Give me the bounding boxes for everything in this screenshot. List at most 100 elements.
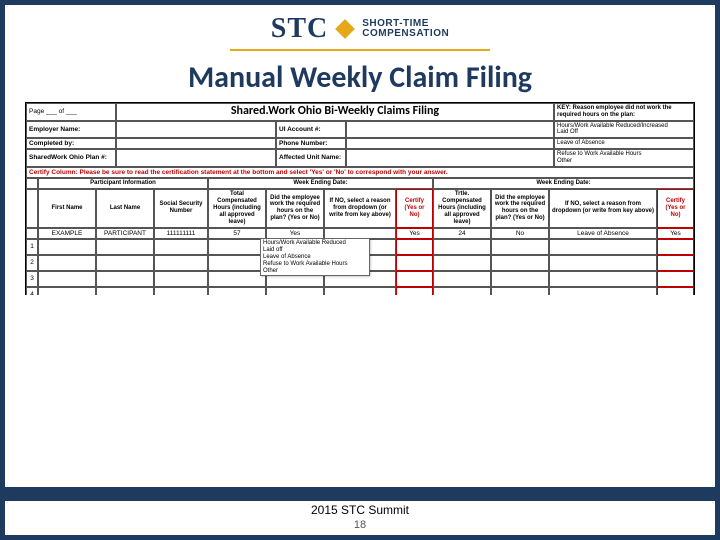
cell-ssn[interactable] [154,239,208,255]
value-employer [116,121,276,138]
numcol-blank [26,178,38,189]
col-lastname: Last Name [96,189,154,227]
cell-h1[interactable] [208,271,266,287]
col-certify1: Certify (Yes or No) [396,189,433,227]
cell-r2[interactable] [549,287,657,294]
cell-r2[interactable] [549,255,657,271]
row-num: 1 [26,239,38,255]
col-certify2: Certify (Yes or No) [657,189,694,227]
row-num: 4 [26,287,38,294]
reason-dropdown[interactable]: Hours/Work Available Reduced Laid off Le… [260,238,370,276]
cell-ssn[interactable] [154,255,208,271]
cell-h2[interactable] [433,239,491,255]
ex-h2: 24 [433,228,491,239]
numcol-head [26,189,38,227]
cell-last[interactable] [96,255,154,271]
dd-opt-1[interactable]: Laid off [263,247,367,254]
cell-c2[interactable] [657,239,694,255]
slide-title: Manual Weekly Claim Filing [5,51,715,102]
logo-subtitle: SHORT-TIME COMPENSATION [362,19,449,39]
cell-h2[interactable] [433,255,491,271]
cell-ssn[interactable] [154,287,208,294]
col-didwork1: Did the employee work the required hours… [266,189,324,227]
row-num: 2 [26,255,38,271]
cell-c2[interactable] [657,271,694,287]
cell-last[interactable] [96,287,154,294]
diamond-icon [335,19,355,39]
slide: STC SHORT-TIME COMPENSATION Manual Weekl… [0,0,720,540]
key-line-34: Refuse to Work Available Hours Other [554,149,694,166]
ex-last: PARTICIPANT [96,228,154,239]
cell-h2[interactable] [433,271,491,287]
cell-w2[interactable] [491,239,549,255]
cell-r1[interactable] [324,287,396,294]
col-hours1: Total Compensated Hours (including all a… [208,189,266,227]
footer-text: 2015 STC Summit [5,501,715,519]
key-heading: KEY: Reason employee did not work the re… [554,103,694,121]
dd-opt-2[interactable]: Leave of Absence [263,254,367,261]
logo: STC SHORT-TIME COMPENSATION [5,5,715,47]
grp-week1: Week Ending Date: [208,178,433,189]
cell-w2[interactable] [491,255,549,271]
row-num: 3 [26,271,38,287]
label-unitname: Affected Unit Name: [276,149,346,166]
cell-r2[interactable] [549,271,657,287]
dd-opt-3[interactable]: Refuse to Work Available Hours [263,261,367,268]
dd-opt-0[interactable]: Hours/Work Available Reduced [263,240,367,247]
key-line-3: Refuse to Work Available Hours [557,151,642,158]
cell-first[interactable] [38,239,96,255]
col-ifno2: If NO, select a reason from dropdown (or… [549,189,657,227]
key-line-1: Laid Off [557,129,578,136]
logo-abbrev: STC [271,13,328,45]
table-row: 4 [26,287,694,294]
col-ssn: Social Security Number [154,189,208,227]
cell-h2[interactable] [433,287,491,294]
label-uiaccount: UI Account #: [276,121,346,138]
cell-last[interactable] [96,239,154,255]
cell-c1[interactable] [396,255,433,271]
form-screenshot: Page ___ of ___ Shared.Work Ohio Bi-Week… [5,102,715,295]
dd-opt-4[interactable]: Other [263,268,367,275]
cell-last[interactable] [96,271,154,287]
label-employer: Employer Name: [26,121,116,138]
col-ifno1: If NO, select a reason from dropdown (or… [324,189,396,227]
cell-first[interactable] [38,287,96,294]
cell-h1[interactable] [208,239,266,255]
col-firstname: First Name [38,189,96,227]
cell-w1[interactable] [266,287,324,294]
key-line-0: Hours/Work Available Reduced/Increased [557,123,668,130]
cell-c1[interactable] [396,271,433,287]
cell-c2[interactable] [657,287,694,294]
page-label: Page ___ of ___ [26,103,116,121]
certify-instruction: Certify Column: Please be sure to read t… [26,167,694,178]
label-phone: Phone Number: [276,138,346,149]
form-title: Shared.Work Ohio Bi-Weekly Claims Filing [116,103,554,121]
cell-w2[interactable] [491,271,549,287]
ex-w2: No [491,228,549,239]
cell-h1[interactable] [208,287,266,294]
cell-c1[interactable] [396,239,433,255]
cell-w2[interactable] [491,287,549,294]
ex-ssn: 111111111 [154,228,208,239]
label-plannum: SharedWork Ohio Plan #: [26,149,116,166]
value-plannum [116,149,276,166]
ex-h1: 57 [208,228,266,239]
page-number: 18 [5,519,715,535]
logo-line2: COMPENSATION [362,29,449,39]
cell-c1[interactable] [396,287,433,294]
cell-c2[interactable] [657,255,694,271]
cell-r2[interactable] [549,239,657,255]
ex-r2: Leave of Absence [549,228,657,239]
cell-first[interactable] [38,271,96,287]
ex-c1: Yes [396,228,433,239]
footer-band [5,487,715,501]
cell-first[interactable] [38,255,96,271]
spacer [5,295,715,488]
key-line-4: Other [557,158,572,165]
cell-h1[interactable] [208,255,266,271]
value-uiaccount [346,121,554,138]
key-line-01: Hours/Work Available Reduced/Increased L… [554,121,694,138]
value-completedby [116,138,276,149]
label-completedby: Completed by: [26,138,116,149]
cell-ssn[interactable] [154,271,208,287]
